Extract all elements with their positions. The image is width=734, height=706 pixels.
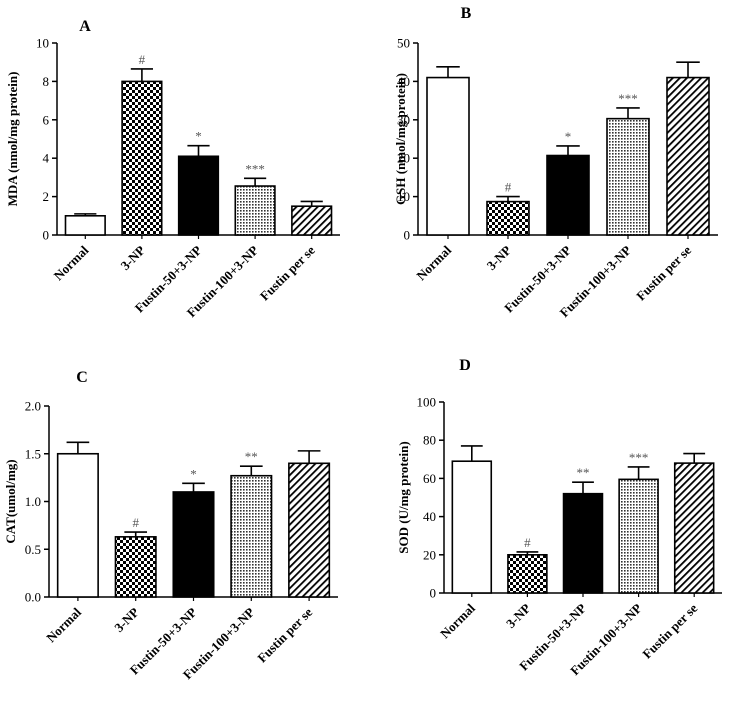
y-tick-label: 6 [43,112,50,127]
y-tick-label: 80 [423,433,436,448]
y-tick-label: 2.0 [25,399,41,414]
panel-label: C [76,369,88,386]
bar [451,460,493,594]
panel-label: B [461,5,472,22]
chart-panel-gsh: B 0 10 20 30 40 50 GSH (nmol/mg protein) Normal #… [393,5,718,320]
bar [56,452,99,598]
bar [673,462,715,594]
y-tick-label: 1.5 [25,446,41,461]
y-tick-label: 30 [397,112,410,127]
y-tick-label: 4 [43,151,50,166]
category-label: 3-NP [117,242,148,273]
significance-label: # [524,535,531,550]
y-tick-label: 40 [397,74,410,89]
category-label: Normal [51,242,92,283]
y-tick-label: 60 [423,471,436,486]
y-tick-label: 10 [36,36,49,51]
y-tick-label: 1.0 [25,494,41,509]
bar [230,474,273,598]
y-axis-title: GSH (nmol/mg protein) [393,73,408,205]
y-tick-label: 0 [430,586,437,601]
y-tick-label: 20 [397,151,410,166]
category-label: Fustin per se [254,604,315,665]
bar [507,553,548,594]
significance-label: # [505,180,512,195]
chart-panel-cat: C 0.0 0.5 1.0 1.5 2.0 CAT(umol/mg) Normal #3-NP *… [3,369,338,682]
significance-label: # [132,515,139,530]
y-tick-label: 50 [397,36,410,51]
bar [64,215,106,236]
bar [426,76,470,236]
category-label: Fustin per se [639,600,700,661]
significance-label: *** [245,161,265,176]
bar [666,76,710,236]
y-tick-label: 0.5 [25,542,41,557]
y-axis-title: SOD (U/mg protein) [396,441,411,553]
significance-label: * [565,129,572,144]
y-axis-title: MDA (nmol/mg protein) [5,72,20,207]
bar [121,80,163,236]
category-label: Normal [413,242,454,283]
significance-label: * [195,129,202,144]
y-tick-label: 2 [43,189,50,204]
bar [486,200,530,236]
y-tick-label: 0.0 [25,590,41,605]
category-label: Fustin per se [633,242,694,303]
bar [606,117,650,236]
category-label: 3-NP [111,604,142,635]
category-label: Normal [43,604,84,645]
y-tick-label: 0 [404,228,411,243]
y-tick-label: 10 [397,189,410,204]
significance-label: ** [577,465,590,480]
significance-label: # [139,52,146,67]
bar [114,536,157,598]
bar [288,462,331,598]
bar [234,185,276,236]
significance-label: *** [629,450,649,465]
bar [177,155,220,236]
bar [562,492,604,594]
significance-label: * [190,466,197,481]
y-tick-label: 100 [417,395,437,410]
category-label: 3-NP [503,600,534,631]
bar [618,478,659,594]
y-axis-title: CAT(umol/mg) [3,459,18,543]
panel-label: A [79,18,91,35]
bar [291,205,333,236]
category-label: 3-NP [484,242,515,273]
y-tick-label: 0 [43,228,50,243]
chart-panel-mda: A 0 2 4 6 8 10 MDA (nmol/mg protein) Normal #3-NP… [5,18,340,320]
category-label: Normal [437,600,478,641]
significance-label: ** [245,449,258,464]
bar [546,154,590,236]
y-tick-label: 20 [423,547,436,562]
panel-label: D [459,357,471,374]
bar [172,491,215,598]
y-tick-label: 8 [43,74,50,89]
significance-label: *** [618,91,638,106]
chart-panel-sod: D 0 20 40 60 80 100 SOD (U/mg protein) Normal #3-… [396,357,722,678]
y-tick-label: 40 [423,509,436,524]
category-label: Fustin per se [257,242,318,303]
